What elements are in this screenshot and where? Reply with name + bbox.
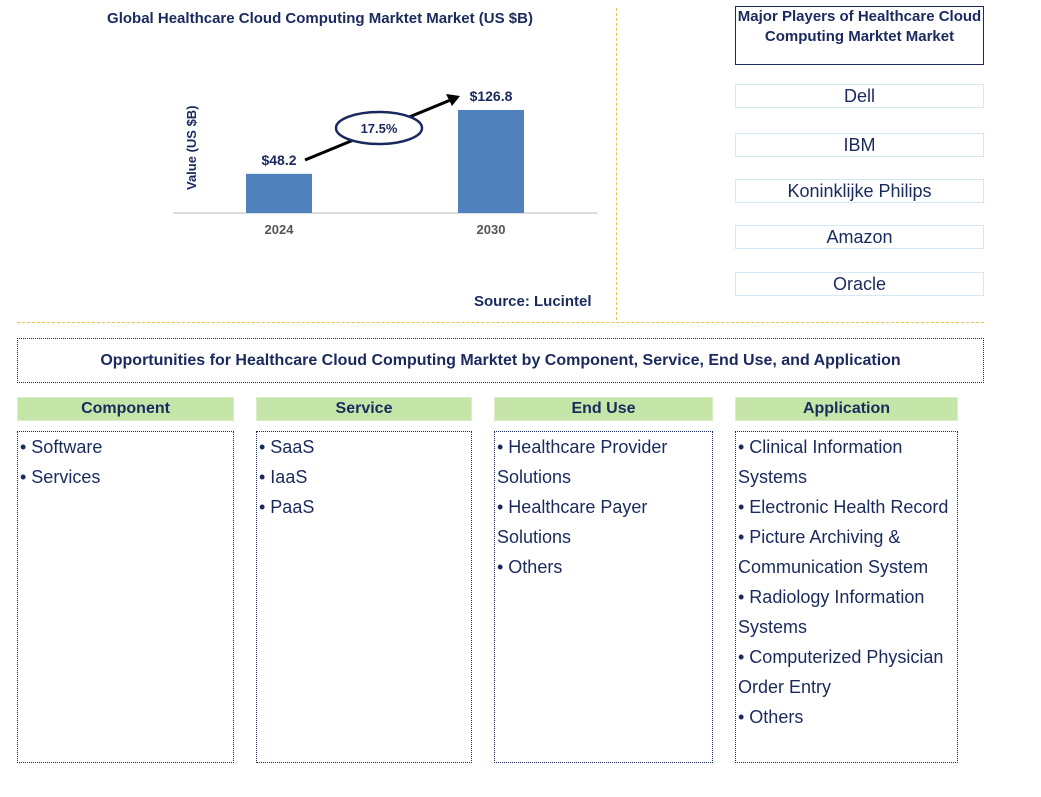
list-item: • Services [20, 467, 101, 487]
source-label: Source: Lucintel [474, 293, 592, 310]
list-item: • Others [738, 707, 804, 727]
list-item: • PaaS [259, 497, 315, 517]
column-header: Application [735, 397, 958, 421]
list-item: • Computerized Physician Order Entry [738, 647, 944, 697]
player-dell: Dell [735, 84, 984, 108]
player-ibm: IBM [735, 133, 984, 157]
column-list: • Clinical Information Systems • Electron… [735, 431, 958, 763]
x-tick-label: 2024 [265, 222, 295, 237]
column-header: Component [17, 397, 234, 421]
player-oracle: Oracle [735, 272, 984, 296]
list-item: • Picture Archiving & Communication Syst… [738, 527, 929, 577]
column-list: • SaaS • IaaS • PaaS [256, 431, 472, 763]
cagr-ellipse [334, 110, 424, 146]
column-list: • Healthcare Provider Solutions • Healthc… [494, 431, 713, 763]
list-item: • Healthcare Payer Solutions [497, 497, 648, 547]
divider-horizontal [17, 322, 984, 323]
data-label: $126.8 [470, 88, 513, 104]
list-item: • IaaS [259, 467, 308, 487]
list-item: • Radiology Information Systems [738, 587, 925, 637]
data-label: $48.2 [261, 152, 296, 168]
list-item: • SaaS [259, 437, 315, 457]
players-title: Major Players of Healthcare Cloud Comput… [735, 6, 984, 65]
bar-chart: Value (US $B) $48.2 2024 $126.8 2030 17.5% [173, 88, 597, 237]
cagr-label: 17.5% [361, 121, 398, 136]
list-item: • Electronic Health Record [738, 497, 949, 517]
player-amazon: Amazon [735, 225, 984, 249]
list-item: • Others [497, 557, 563, 577]
column-header: End Use [494, 397, 713, 421]
player-philips: Koninklijke Philips [735, 179, 984, 203]
opportunities-title: Opportunities for Healthcare Cloud Compu… [17, 338, 984, 383]
list-item: • Software [20, 437, 103, 457]
bar-2030 [458, 109, 524, 213]
column-header: Service [256, 397, 472, 421]
divider-vertical [616, 8, 617, 320]
x-tick-label: 2030 [477, 222, 506, 237]
cagr-arrowhead [446, 94, 460, 106]
list-item: • Healthcare Provider Solutions [497, 437, 668, 487]
list-item: • Clinical Information Systems [738, 437, 903, 487]
bar-2024 [246, 173, 312, 213]
y-axis-label: Value (US $B) [184, 105, 199, 190]
chart-title: Global Healthcare Cloud Computing Markte… [107, 10, 533, 27]
column-list: • Software • Services [17, 431, 234, 763]
